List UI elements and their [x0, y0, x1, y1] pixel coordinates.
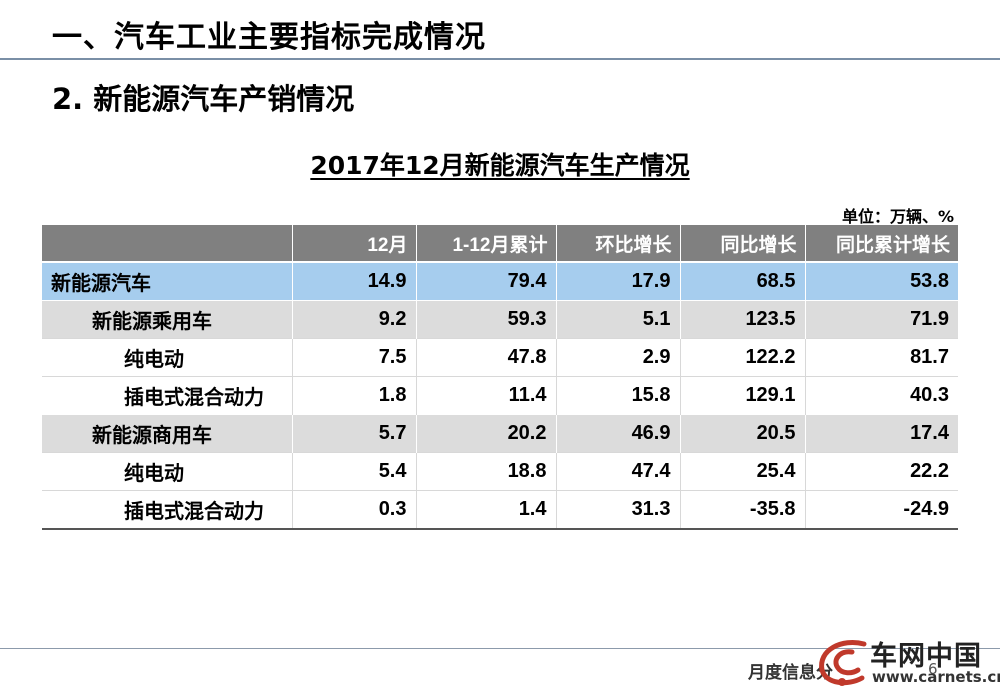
table-cell-yoy-growth: 68.5	[679, 261, 805, 301]
footer-report-label: 月度信息分	[748, 663, 833, 683]
table-cell-month: 1.8	[291, 376, 416, 415]
table-cell-mom-growth: 47.4	[555, 452, 680, 491]
table-cell-cumulative: 79.4	[415, 261, 556, 301]
table-cell-mom-growth: 2.9	[555, 338, 680, 377]
table-row: 插电式混合动力 1.8 11.4 15.8 129.1 40.3	[42, 376, 958, 415]
table-cell-category: 新能源汽车	[42, 261, 292, 301]
table-cell-month: 5.4	[291, 452, 416, 491]
footer-divider	[0, 648, 1000, 649]
table-cell-cumulative: 47.8	[415, 338, 556, 377]
table-cell-yoy-growth: 25.4	[679, 452, 805, 491]
title-divider	[0, 58, 1000, 60]
table-cell-month: 9.2	[291, 300, 416, 339]
table-cell-cumulative: 11.4	[415, 376, 556, 415]
table-cell-category: 纯电动	[42, 338, 292, 377]
production-table: 12月 1-12月累计 环比增长 同比增长 同比累计增长 新能源汽车 14.9 79…	[42, 225, 958, 530]
table-cell-month: 0.3	[291, 490, 416, 530]
table-row: 纯电动 5.4 18.8 47.4 25.4 22.2	[42, 452, 958, 491]
table-row: 新能源汽车 14.9 79.4 17.9 68.5 53.8	[42, 261, 958, 301]
table-title: 2017年12月新能源汽车生产情况	[310, 151, 690, 180]
table-cell-month: 5.7	[291, 414, 416, 453]
header-cell-category	[42, 225, 292, 262]
table-cell-cumulative: 18.8	[415, 452, 556, 491]
table-cell-yoy-cumulative-growth: 22.2	[804, 452, 958, 491]
table-cell-yoy-cumulative-growth: -24.9	[804, 490, 958, 530]
header-cell-mom-growth: 环比增长	[555, 225, 680, 262]
section-title: 一、汽车工业主要指标完成情况	[52, 20, 486, 55]
table-cell-month: 14.9	[291, 261, 416, 301]
table-body: 新能源汽车 14.9 79.4 17.9 68.5 53.8 新能源乘用车 9.2 59.3 5.…	[42, 261, 958, 530]
table-cell-yoy-cumulative-growth: 71.9	[804, 300, 958, 339]
table-cell-category: 插电式混合动力	[42, 376, 292, 415]
table-cell-category: 新能源商用车	[42, 414, 292, 453]
table-row: 插电式混合动力 0.3 1.4 31.3 -35.8 -24.9	[42, 490, 958, 530]
table-cell-yoy-cumulative-growth: 17.4	[804, 414, 958, 453]
carnets-logo-icon	[819, 640, 867, 686]
unit-label: 单位：万辆、%	[841, 207, 954, 226]
table-cell-yoy-cumulative-growth: 81.7	[804, 338, 958, 377]
table-cell-yoy-growth: 129.1	[679, 376, 805, 415]
header-cell-cumulative: 1-12月累计	[415, 225, 556, 262]
table-cell-yoy-cumulative-growth: 53.8	[804, 261, 958, 301]
logo-url: www.carnets.cn	[872, 668, 1000, 686]
table-row: 纯电动 7.5 47.8 2.9 122.2 81.7	[42, 338, 958, 377]
table-cell-category: 插电式混合动力	[42, 490, 292, 530]
header-cell-month: 12月	[291, 225, 416, 262]
table-cell-yoy-cumulative-growth: 40.3	[804, 376, 958, 415]
table-cell-cumulative: 20.2	[415, 414, 556, 453]
table-cell-yoy-growth: 122.2	[679, 338, 805, 377]
table-row: 新能源乘用车 9.2 59.3 5.1 123.5 71.9	[42, 300, 958, 339]
table-cell-category: 新能源乘用车	[42, 300, 292, 339]
table-cell-yoy-growth: 123.5	[679, 300, 805, 339]
table-header-row: 12月 1-12月累计 环比增长 同比增长 同比累计增长	[42, 225, 958, 262]
logo-text: 车网中国	[870, 641, 982, 672]
page-number: 6	[928, 660, 938, 678]
table-cell-category: 纯电动	[42, 452, 292, 491]
table-cell-cumulative: 1.4	[415, 490, 556, 530]
table-cell-month: 7.5	[291, 338, 416, 377]
header-cell-yoy-growth: 同比增长	[679, 225, 805, 262]
table-cell-mom-growth: 15.8	[555, 376, 680, 415]
sub-title: 2. 新能源汽车产销情况	[52, 82, 355, 116]
table-cell-mom-growth: 31.3	[555, 490, 680, 530]
header-cell-yoy-cumulative-growth: 同比累计增长	[804, 225, 958, 262]
table-cell-yoy-growth: 20.5	[679, 414, 805, 453]
table-row: 新能源商用车 5.7 20.2 46.9 20.5 17.4	[42, 414, 958, 453]
table-cell-mom-growth: 46.9	[555, 414, 680, 453]
table-cell-cumulative: 59.3	[415, 300, 556, 339]
table-title-wrap: 2017年12月新能源汽车生产情况	[0, 146, 1000, 182]
table-cell-yoy-growth: -35.8	[679, 490, 805, 530]
table-cell-mom-growth: 5.1	[555, 300, 680, 339]
table-cell-mom-growth: 17.9	[555, 261, 680, 301]
